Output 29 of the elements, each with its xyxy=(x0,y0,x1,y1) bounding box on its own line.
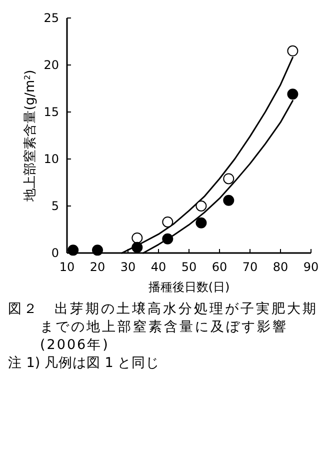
y-tick-label: 0 xyxy=(51,246,59,260)
point xyxy=(162,233,174,244)
text: 図２ 出芽期の土壌高水分処理が子実肥大期までの地上部窒素含量に及ぼす影響(2006年) xyxy=(8,300,319,354)
point xyxy=(162,216,174,228)
y-tick-label: 15 xyxy=(44,105,59,119)
text: 注 1) 凡例は図 1 と同じ xyxy=(8,354,161,372)
y-tick-label: 20 xyxy=(44,58,59,72)
point xyxy=(196,200,207,212)
point xyxy=(223,194,234,206)
x-tick-label: 90 xyxy=(303,260,319,274)
point xyxy=(132,242,143,253)
point xyxy=(223,173,234,184)
x-tick-label: 70 xyxy=(242,260,258,274)
point xyxy=(287,88,298,100)
point xyxy=(92,244,103,256)
x-axis-title: 播種後日数(日) xyxy=(148,280,230,294)
point xyxy=(196,217,207,228)
point xyxy=(68,244,79,256)
point xyxy=(287,45,298,56)
y-tick-label: 25 xyxy=(44,11,59,25)
x-tick-label: 80 xyxy=(272,260,288,274)
x-tick-label: 30 xyxy=(120,260,136,274)
x-tick-label: 60 xyxy=(212,260,228,274)
y-tick-label: 5 xyxy=(51,199,59,213)
point xyxy=(132,232,143,244)
x-tick-label: 40 xyxy=(150,260,166,274)
x-tick-label: 50 xyxy=(181,260,197,274)
y-tick-label: 10 xyxy=(44,152,59,166)
x-tick-label: 20 xyxy=(90,260,106,274)
